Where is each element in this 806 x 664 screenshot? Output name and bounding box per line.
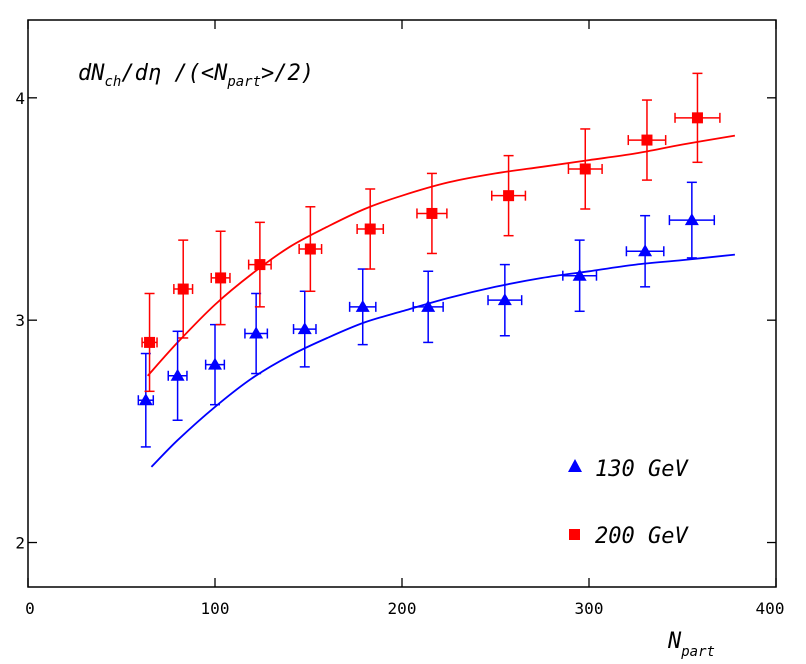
y-tick-label: 3 [15,311,25,330]
title-part3: >/2) [261,61,314,86]
data-point-200 [567,128,603,210]
square-marker [177,283,189,295]
legend-label-130: 130 GeV [595,457,689,482]
x-axis-label-sub: part [680,644,715,660]
data-point-130 [562,239,598,313]
data-point-130 [668,181,716,259]
data-point-130 [167,330,188,421]
data-point-130 [204,323,226,406]
data-point-130 [348,268,377,346]
square-marker [426,207,438,219]
triangle-marker [208,357,222,370]
y-tick-label: 4 [15,89,25,108]
axis-ticks: 0 100 200 300 400 2 3 4 [15,20,784,618]
data-points [137,72,721,448]
triangle-marker [684,213,699,226]
triangle-marker [572,268,587,281]
data-point-200 [627,99,667,181]
legend: 130 GeV 200 GeV [568,457,689,549]
square-marker [364,223,376,235]
data-point-200 [141,292,158,393]
data-point-200 [356,188,385,270]
x-axis-label: Npart [667,629,715,660]
data-point-130 [244,292,269,375]
data-point-130 [137,352,155,448]
x-tick-label: 400 [756,599,785,618]
chart-title: dNch/dη /(<Npart>/2) [78,61,314,90]
x-tick-label: 200 [388,599,417,618]
title-sub2: part [226,74,261,90]
data-point-200 [173,239,194,339]
fit-curve-130 [150,253,735,468]
x-axis-label-main: N [667,629,682,654]
square-marker [254,259,266,271]
title-sub1: ch [105,74,122,90]
title-part1: dN [78,61,105,86]
x-tick-label: 300 [575,599,604,618]
triangle-marker [497,293,512,306]
square-marker [503,190,515,202]
data-point-200 [674,72,721,164]
legend-label-200: 200 GeV [595,524,689,549]
fit-curves [147,134,736,468]
triangle-marker [249,326,264,339]
triangle-marker [638,244,653,257]
data-point-200 [210,230,231,326]
y-tick-label: 2 [15,534,25,553]
square-marker [215,272,227,284]
title-part2: /dη /(<N [121,61,228,86]
triangle-marker [297,322,312,335]
plot-frame [27,19,777,588]
data-point-130 [625,214,665,288]
triangle-marker [170,368,185,381]
triangle-marker [355,299,370,312]
x-tick-label: 0 [25,599,35,618]
square-marker [641,134,653,146]
data-point-200 [247,221,272,308]
legend-marker-130 [568,459,582,472]
data-point-200 [298,206,323,293]
x-tick-label: 100 [201,599,230,618]
data-point-200 [416,172,448,255]
square-marker [304,243,316,255]
data-point-130 [292,290,317,368]
legend-marker-200 [569,529,580,540]
fit-curve-200 [147,134,736,377]
square-marker [144,336,156,348]
data-point-130 [412,270,444,344]
square-marker [579,163,591,175]
triangle-marker [138,393,153,406]
data-point-130 [487,263,523,337]
data-point-200 [491,154,527,237]
triangle-marker [421,299,436,312]
square-marker [691,112,703,124]
